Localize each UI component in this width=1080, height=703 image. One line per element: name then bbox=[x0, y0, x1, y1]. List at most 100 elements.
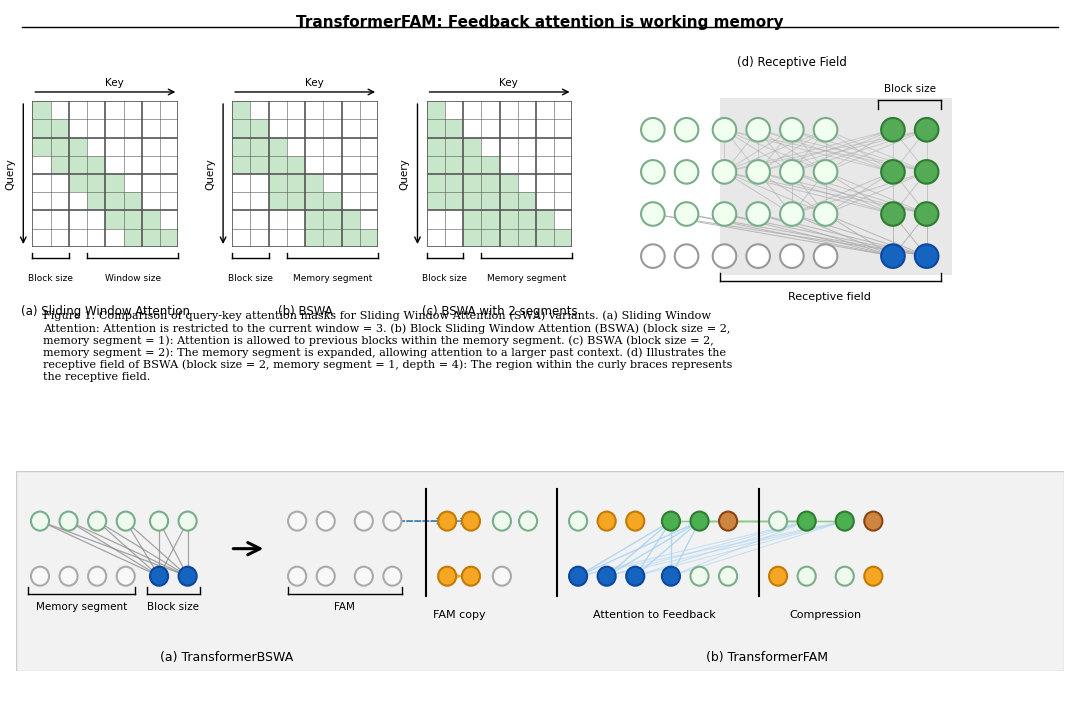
Circle shape bbox=[813, 245, 837, 268]
Text: Memory segment: Memory segment bbox=[293, 274, 373, 283]
Bar bbox=[106, 174, 123, 192]
Bar bbox=[106, 210, 123, 228]
Circle shape bbox=[492, 512, 511, 531]
Circle shape bbox=[836, 512, 854, 531]
Circle shape bbox=[59, 567, 78, 586]
Bar bbox=[463, 174, 482, 192]
Bar bbox=[51, 138, 69, 156]
Circle shape bbox=[178, 512, 197, 531]
Circle shape bbox=[836, 567, 854, 586]
Text: Key: Key bbox=[499, 78, 518, 89]
Circle shape bbox=[626, 567, 645, 586]
Circle shape bbox=[642, 202, 664, 226]
Text: (a) TransformerBSWA: (a) TransformerBSWA bbox=[160, 652, 294, 664]
Bar bbox=[482, 156, 499, 174]
Circle shape bbox=[117, 512, 135, 531]
Circle shape bbox=[713, 160, 737, 183]
Bar bbox=[160, 228, 178, 247]
Circle shape bbox=[769, 567, 787, 586]
Bar bbox=[536, 210, 554, 228]
Bar bbox=[32, 120, 51, 138]
Text: Memory segment: Memory segment bbox=[487, 274, 567, 283]
Circle shape bbox=[662, 567, 680, 586]
Circle shape bbox=[713, 245, 737, 268]
Circle shape bbox=[288, 512, 307, 531]
Text: FAM: FAM bbox=[335, 602, 355, 612]
Circle shape bbox=[59, 512, 78, 531]
Bar bbox=[341, 228, 360, 247]
Bar bbox=[499, 192, 517, 210]
Bar bbox=[554, 228, 572, 247]
Circle shape bbox=[746, 118, 770, 141]
Circle shape bbox=[864, 567, 882, 586]
Circle shape bbox=[798, 512, 815, 531]
Bar bbox=[51, 120, 69, 138]
Circle shape bbox=[316, 567, 335, 586]
Circle shape bbox=[31, 512, 49, 531]
Bar bbox=[427, 174, 445, 192]
Bar bbox=[87, 192, 106, 210]
Bar bbox=[232, 120, 251, 138]
Text: Key: Key bbox=[305, 78, 324, 89]
Bar bbox=[269, 192, 287, 210]
Bar bbox=[287, 174, 306, 192]
Bar bbox=[499, 174, 517, 192]
Bar bbox=[427, 156, 445, 174]
Circle shape bbox=[719, 512, 738, 531]
Bar bbox=[360, 228, 378, 247]
Circle shape bbox=[675, 202, 699, 226]
Circle shape bbox=[288, 567, 307, 586]
Bar bbox=[463, 156, 482, 174]
Circle shape bbox=[746, 160, 770, 183]
Circle shape bbox=[492, 567, 511, 586]
Text: Query: Query bbox=[400, 158, 409, 190]
Text: Attention to Feedback: Attention to Feedback bbox=[593, 610, 716, 620]
Circle shape bbox=[150, 512, 168, 531]
Bar bbox=[141, 228, 160, 247]
Bar bbox=[463, 138, 482, 156]
Circle shape bbox=[569, 512, 588, 531]
Bar bbox=[69, 138, 87, 156]
Circle shape bbox=[713, 118, 737, 141]
Bar bbox=[445, 138, 463, 156]
Bar bbox=[232, 101, 251, 120]
Bar bbox=[32, 138, 51, 156]
Bar bbox=[251, 156, 269, 174]
Bar bbox=[445, 120, 463, 138]
Text: Key: Key bbox=[105, 78, 124, 89]
Text: (a) Sliding Window Attention: (a) Sliding Window Attention bbox=[21, 305, 190, 318]
Circle shape bbox=[690, 567, 708, 586]
Bar bbox=[427, 192, 445, 210]
Circle shape bbox=[642, 118, 664, 141]
Circle shape bbox=[780, 118, 804, 141]
Bar bbox=[123, 192, 141, 210]
Circle shape bbox=[642, 245, 664, 268]
Bar bbox=[106, 192, 123, 210]
Bar bbox=[517, 228, 536, 247]
Circle shape bbox=[915, 160, 939, 183]
Circle shape bbox=[746, 202, 770, 226]
Bar bbox=[87, 174, 106, 192]
Bar bbox=[232, 138, 251, 156]
Circle shape bbox=[881, 118, 905, 141]
Circle shape bbox=[813, 160, 837, 183]
Circle shape bbox=[354, 512, 373, 531]
Circle shape bbox=[798, 567, 815, 586]
Circle shape bbox=[675, 160, 699, 183]
Bar bbox=[287, 192, 306, 210]
Bar bbox=[251, 138, 269, 156]
Bar bbox=[536, 228, 554, 247]
Text: Compression: Compression bbox=[789, 610, 862, 620]
Circle shape bbox=[915, 202, 939, 226]
Circle shape bbox=[780, 245, 804, 268]
Circle shape bbox=[719, 567, 738, 586]
Circle shape bbox=[915, 245, 939, 268]
Circle shape bbox=[813, 118, 837, 141]
Bar bbox=[123, 210, 141, 228]
Text: Query: Query bbox=[205, 158, 215, 190]
Text: Receptive field: Receptive field bbox=[788, 292, 872, 302]
Circle shape bbox=[690, 512, 708, 531]
Bar bbox=[445, 192, 463, 210]
Bar bbox=[463, 192, 482, 210]
Circle shape bbox=[881, 245, 905, 268]
